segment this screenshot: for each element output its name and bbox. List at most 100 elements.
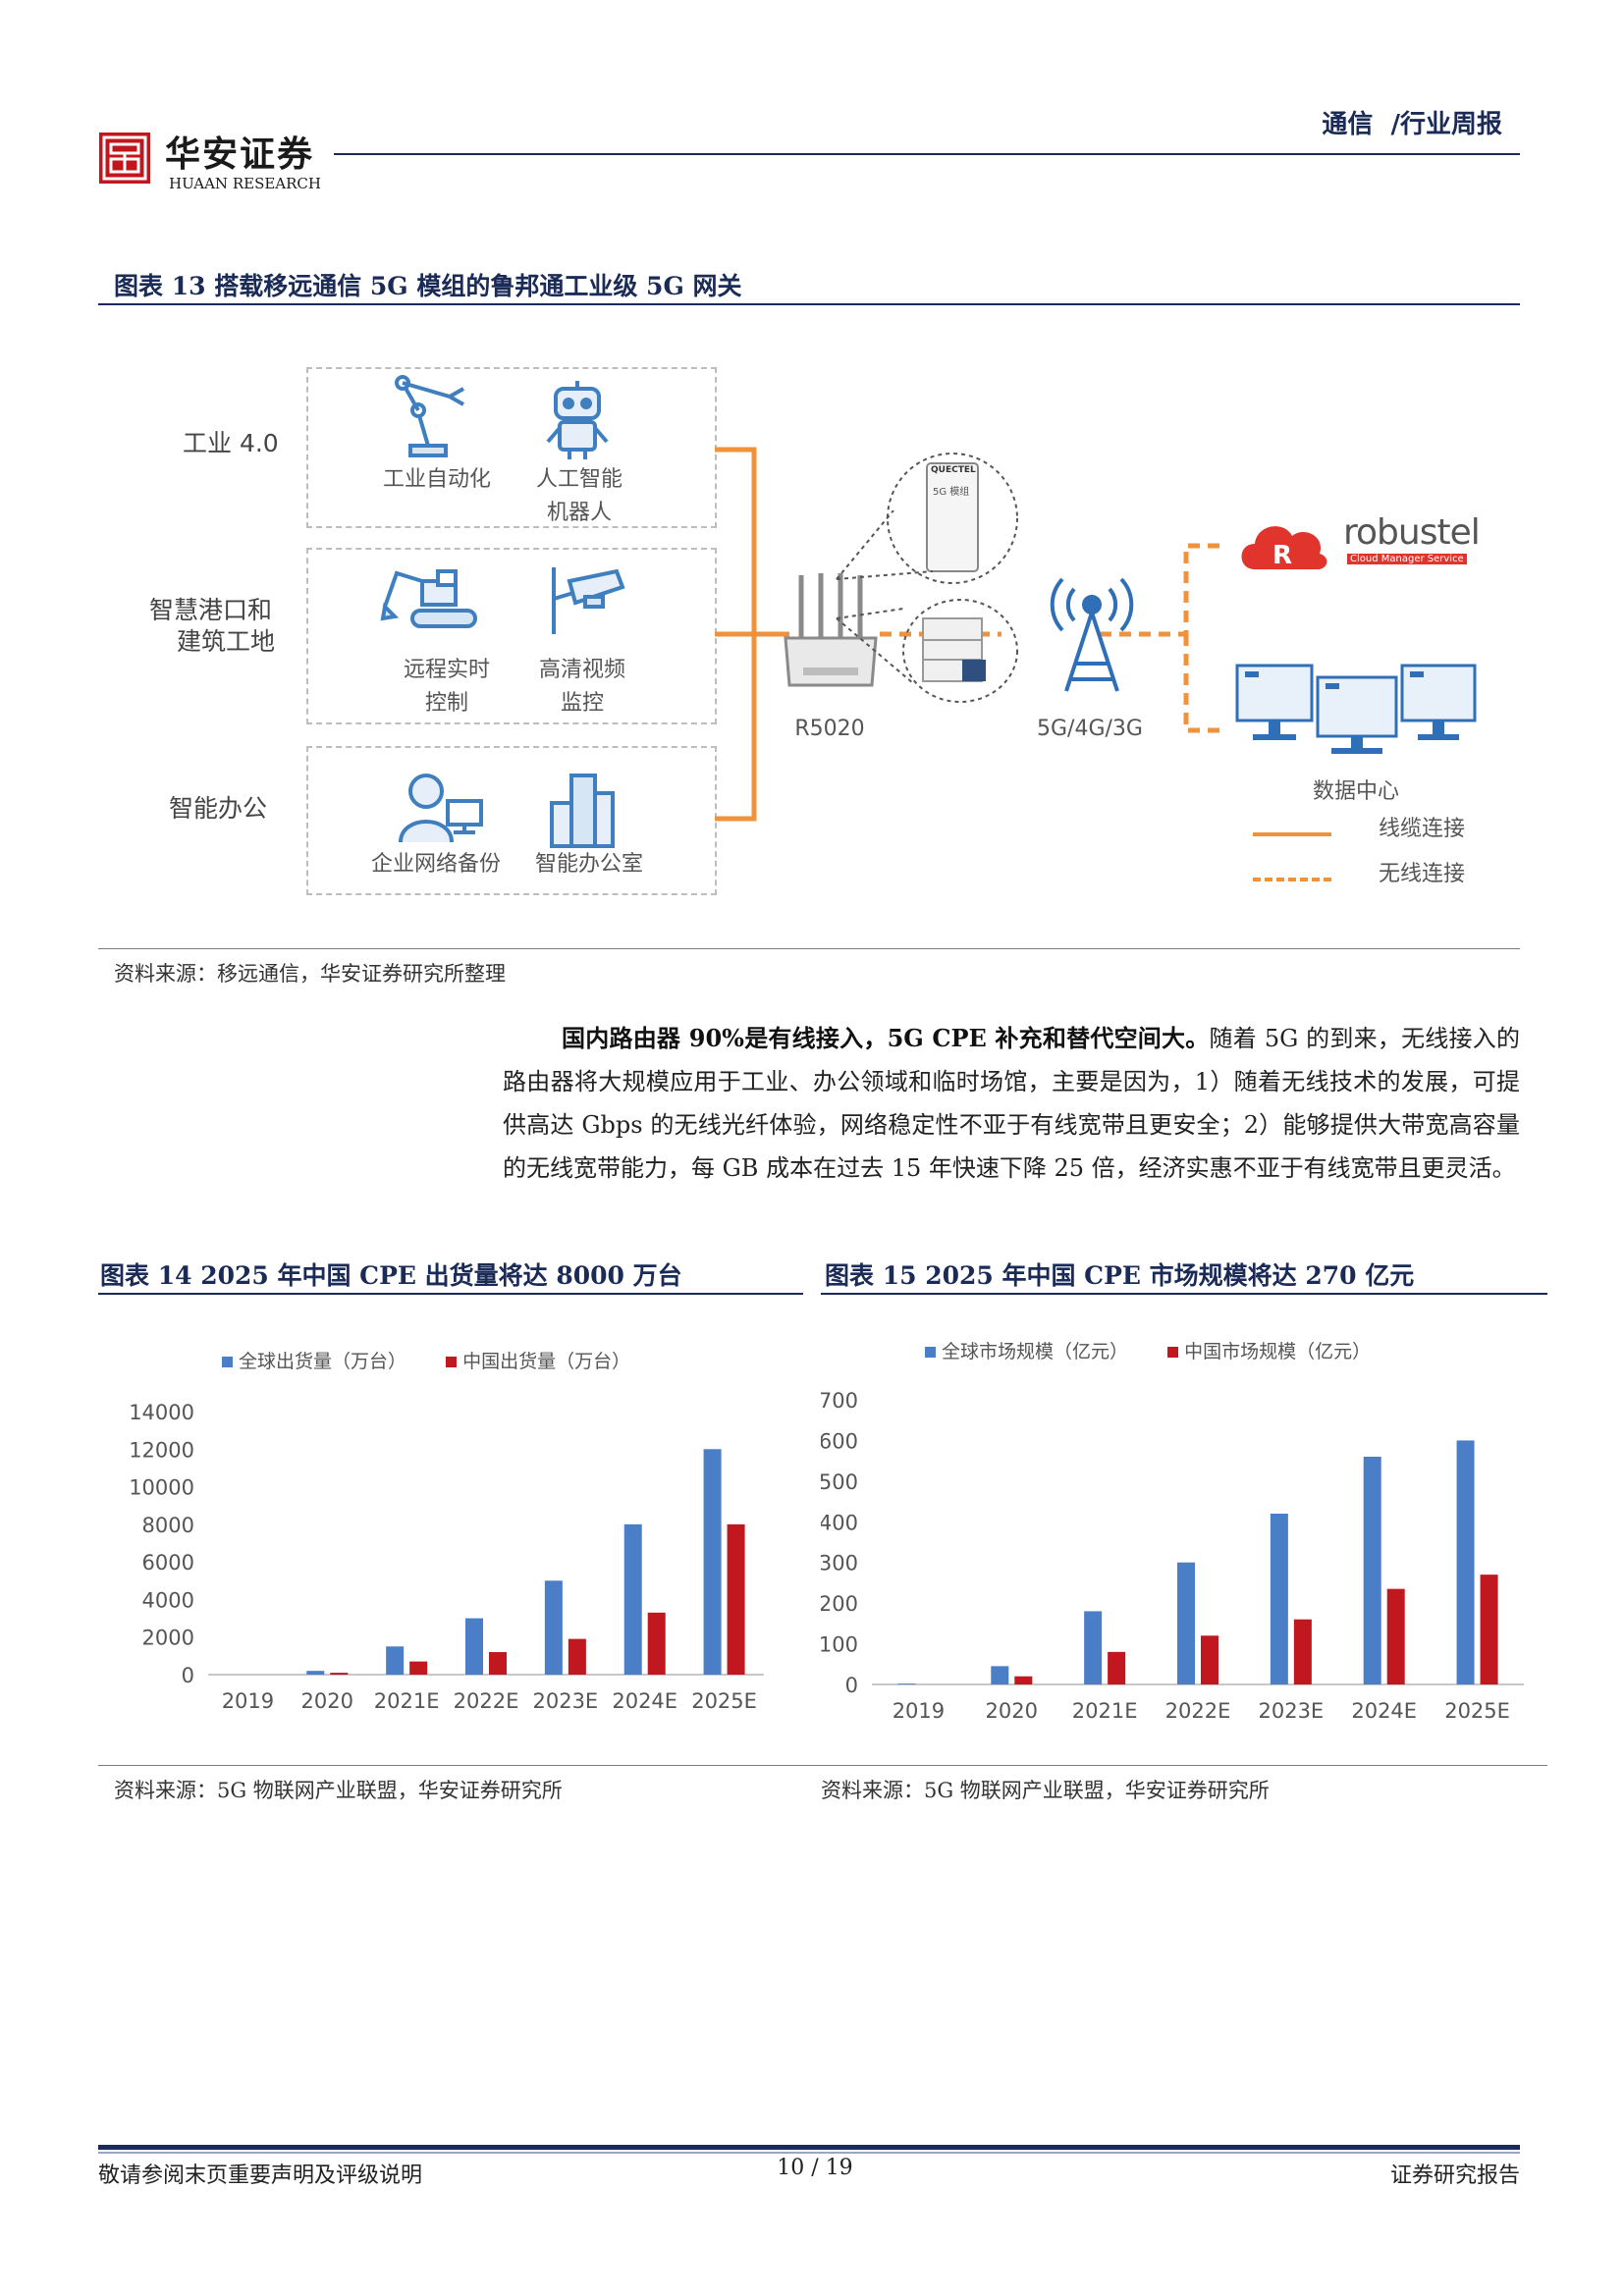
bar-china-2022E xyxy=(489,1652,507,1675)
body-paragraph: 国内路由器 90%是有线接入，5G CPE 补充和替代空间大。随着 5G 的到来… xyxy=(503,1017,1520,1190)
x-tick-label: 2022E xyxy=(1165,1699,1231,1723)
bar-china-2020 xyxy=(330,1673,349,1675)
item-label-network-backup: 企业网络备份 xyxy=(370,852,501,877)
firewall-zoom-circle xyxy=(899,597,1021,705)
x-tick-label: 2020 xyxy=(301,1689,353,1713)
x-tick-label: 2022E xyxy=(454,1689,519,1713)
item-label-smart-office: 智能办公室 xyxy=(534,852,643,877)
logo-icon xyxy=(98,132,151,185)
figure14-source: 资料来源：5G 物联网产业联盟，华安证券研究所 xyxy=(114,1779,563,1802)
x-tick-label: 2025E xyxy=(691,1689,757,1713)
y-tick-label: 10000 xyxy=(129,1476,194,1500)
office-building-icon xyxy=(546,770,617,848)
header-section-label: 通信 /行业周报 xyxy=(1322,110,1502,139)
y-tick-label: 700 xyxy=(821,1389,858,1413)
group-box-smart-port xyxy=(306,548,717,724)
y-tick-label: 2000 xyxy=(142,1627,194,1650)
bar-global-2020 xyxy=(306,1671,325,1675)
legend-wired-swatch xyxy=(1253,832,1331,836)
paragraph-text: 随着 5G 的到来，无线接入的路由器将大规模应用于工业、办公领域和临时场馆，主要… xyxy=(503,1025,1520,1182)
excavator-icon xyxy=(379,567,485,632)
bar-china-2024E xyxy=(1386,1588,1405,1684)
footer-rule xyxy=(98,2145,1520,2150)
robot-arm-icon xyxy=(389,373,483,461)
item-label-ai-robot-line1: 人工智能 xyxy=(535,467,623,492)
footer-report-type: 证券研究报告 xyxy=(1389,2163,1520,2188)
legend-swatch-china xyxy=(1167,1347,1179,1358)
y-tick-label: 600 xyxy=(821,1429,858,1453)
x-tick-label: 2020 xyxy=(986,1699,1038,1723)
chart15-bar-chart: 0 100 200 300 400 500 600 700 2019 2020 2021E 2022E… xyxy=(821,1389,1524,1723)
bar-global-2024E xyxy=(623,1523,642,1675)
bar-global-2022E xyxy=(465,1618,483,1675)
y-tick-label: 12000 xyxy=(129,1438,194,1462)
item-label-industrial-automation: 工业自动化 xyxy=(382,467,491,492)
header-rule xyxy=(334,153,1520,155)
y-tick-label: 8000 xyxy=(142,1514,194,1537)
robot-icon xyxy=(542,379,613,461)
x-tick-label: 2019 xyxy=(222,1689,274,1713)
item-label-remote-control-line2: 控制 xyxy=(424,691,468,716)
x-tick-label: 2023E xyxy=(532,1689,598,1713)
legend-swatch-global xyxy=(222,1357,233,1367)
cell-tower-icon xyxy=(1031,575,1153,697)
logo-chinese-name: 华安证券 xyxy=(165,133,315,175)
robustel-brand-name: robustel xyxy=(1343,512,1481,553)
chart14-bar-chart: 0 2000 4000 6000 8000 10000 12000 14000 2019 2020… xyxy=(129,1401,764,1713)
item-label-hd-video-line2: 监控 xyxy=(560,691,604,716)
legend-label-global: 全球市场规模（亿元） xyxy=(942,1341,1129,1362)
legend-label-china: 中国市场规模（亿元） xyxy=(1184,1341,1372,1362)
bar-china-2021E xyxy=(409,1661,428,1675)
x-tick-label: 2024E xyxy=(1351,1699,1417,1723)
robustel-cloud-icon: R xyxy=(1235,514,1331,573)
footer-page-number: 10 / 19 xyxy=(777,2156,853,2180)
legend-wired-label: 线缆连接 xyxy=(1379,817,1466,841)
group-label-smart-port-line2: 建筑工地 xyxy=(177,627,276,656)
y-tick-label: 100 xyxy=(821,1633,858,1657)
legend-label-china: 中国出货量（万台） xyxy=(462,1351,631,1372)
item-label-ai-robot-line2: 机器人 xyxy=(546,501,612,525)
x-tick-label: 2021E xyxy=(374,1689,440,1713)
bar-china-2025E xyxy=(727,1523,745,1675)
data-center-icon xyxy=(1233,662,1479,764)
group-label-industry40: 工业 4.0 xyxy=(183,429,279,457)
bar-china-2022E xyxy=(1201,1635,1218,1684)
legend-label-global: 全球出货量（万台） xyxy=(239,1351,407,1372)
legend-wireless-swatch xyxy=(1253,878,1331,881)
y-tick-label: 14000 xyxy=(129,1401,194,1424)
chart14-legend: 全球出货量（万台） 中国出货量（万台） xyxy=(222,1347,630,1373)
zoom-pointer-lines xyxy=(835,509,943,687)
figure13-bottom-rule xyxy=(98,948,1520,949)
router-label: R5020 xyxy=(794,717,865,741)
y-tick-label: 0 xyxy=(182,1664,194,1687)
bar-china-2024E xyxy=(647,1612,666,1675)
chart15-legend: 全球市场规模（亿元） 中国市场规模（亿元） xyxy=(925,1337,1371,1363)
charts-bottom-rule xyxy=(98,1765,1547,1766)
module-text: 5G 模组 xyxy=(933,487,970,498)
x-tick-label: 2019 xyxy=(893,1699,945,1723)
y-tick-label: 6000 xyxy=(142,1551,194,1575)
y-tick-label: 4000 xyxy=(142,1588,194,1612)
bar-global-2023E xyxy=(544,1580,563,1675)
footer-rule-light xyxy=(98,2152,1520,2154)
figure15-source: 资料来源：5G 物联网产业联盟，华安证券研究所 xyxy=(821,1779,1270,1802)
y-tick-label: 0 xyxy=(845,1674,858,1697)
bar-global-2024E xyxy=(1363,1457,1381,1684)
tower-label: 5G/4G/3G xyxy=(1037,717,1143,741)
group-label-smart-office: 智能办公 xyxy=(169,794,268,823)
bar-china-2020 xyxy=(1014,1676,1033,1684)
group-box-industry40 xyxy=(306,367,717,528)
bar-global-2022E xyxy=(1177,1562,1195,1684)
module-zoom-circle xyxy=(884,450,1021,587)
figure14-title-rule xyxy=(98,1293,803,1295)
figure14-title: 图表 14 2025 年中国 CPE 出货量将达 8000 万台 xyxy=(100,1261,682,1290)
bar-china-2023E xyxy=(568,1638,586,1675)
legend-swatch-china xyxy=(446,1357,458,1367)
paragraph-lead-bold: 国内路由器 90%是有线接入，5G CPE 补充和替代空间大。 xyxy=(562,1024,1210,1052)
bar-global-2023E xyxy=(1270,1514,1288,1684)
y-tick-label: 300 xyxy=(821,1552,858,1575)
bar-global-2019 xyxy=(897,1683,916,1684)
y-tick-label: 200 xyxy=(821,1592,858,1616)
item-label-remote-control-line1: 远程实时 xyxy=(403,658,490,682)
item-label-hd-video-line1: 高清视频 xyxy=(538,658,625,682)
